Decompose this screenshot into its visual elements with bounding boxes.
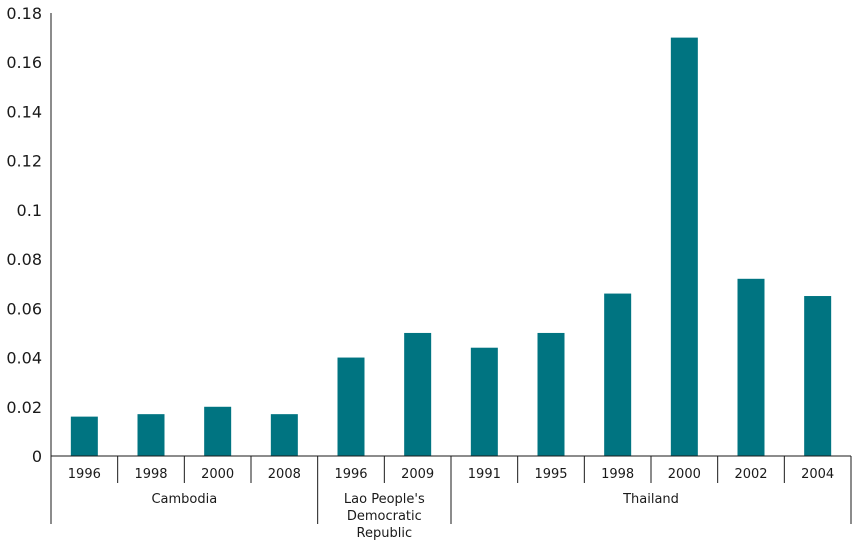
bar	[737, 278, 765, 456]
bar	[137, 414, 165, 456]
y-tick-label: 0.12	[6, 152, 42, 171]
x-tick-label: 2000	[201, 467, 234, 482]
group-label: Democratic	[347, 509, 422, 524]
y-tick-label: 0.02	[6, 398, 42, 417]
bar	[804, 296, 832, 456]
bar	[270, 414, 298, 456]
y-tick-label: 0.18	[6, 4, 42, 23]
y-tick-label: 0.06	[6, 299, 42, 318]
y-tick-label: 0.08	[6, 250, 42, 269]
bar	[337, 357, 365, 456]
y-tick-label: 0	[32, 447, 42, 466]
y-tick-label: 0.04	[6, 349, 42, 368]
group-label: Thailand	[622, 492, 679, 507]
x-tick-label: 1995	[534, 467, 567, 482]
bar	[670, 37, 698, 456]
y-tick-label: 0.16	[6, 53, 42, 72]
bar	[204, 406, 232, 456]
y-axis: 0 0.02 0.04 0.06 0.08 0.1 0.12 0.14 0.16 0.18	[6, 4, 52, 466]
bar	[70, 416, 98, 456]
bars	[70, 37, 832, 456]
bar	[404, 332, 432, 456]
y-tick-label: 0.14	[6, 102, 42, 121]
x-tick-label: 2000	[668, 467, 701, 482]
x-tick-label: 1996	[334, 467, 367, 482]
group-label: Cambodia	[151, 492, 217, 507]
x-tick-label: 2002	[734, 467, 767, 482]
bar	[604, 293, 632, 456]
x-tick-label: 1991	[468, 467, 501, 482]
x-tick-label: 1998	[134, 467, 167, 482]
bar	[537, 332, 565, 456]
x-tick-label: 2008	[268, 467, 301, 482]
group-label: Republic	[357, 526, 413, 540]
y-tick-label: 0.1	[17, 201, 42, 220]
x-tick-label: 2004	[801, 467, 834, 482]
x-tick-label: 1998	[601, 467, 634, 482]
group-label: Lao People's	[344, 492, 425, 507]
bar	[470, 347, 498, 456]
x-tick-label: 1996	[68, 467, 101, 482]
x-axis: 1996 1998 2000 2008 Cambodia 1996 2009 Lao Peop…	[50, 455, 852, 540]
x-tick-label: 2009	[401, 467, 434, 482]
